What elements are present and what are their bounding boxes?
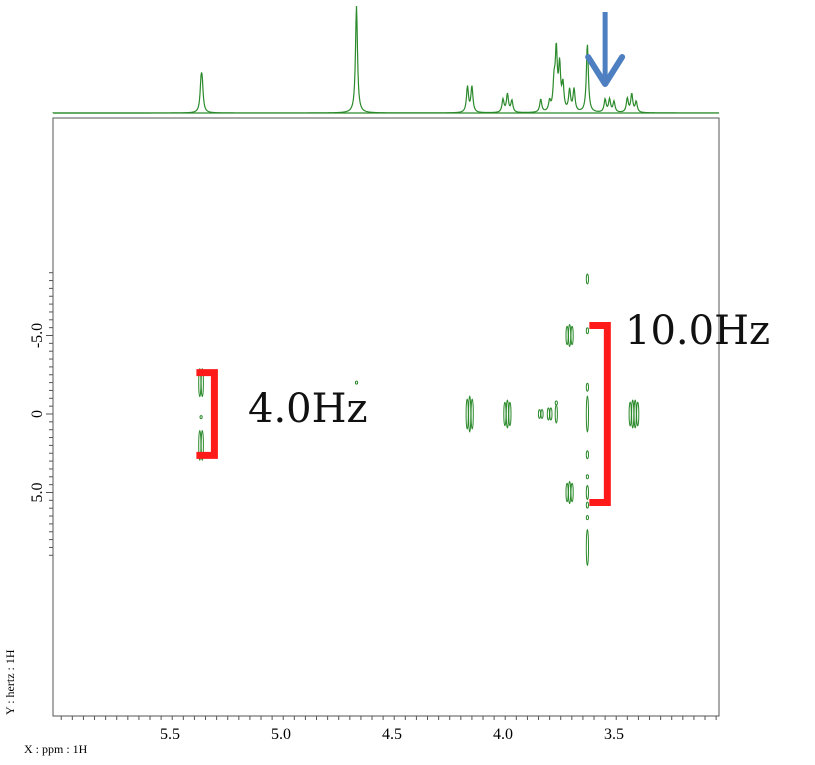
- contour-peak: [585, 395, 590, 433]
- contour-peak: [465, 395, 474, 433]
- y-tick-label: 5.0: [29, 483, 46, 503]
- x-tick-label: 4.0: [493, 726, 513, 743]
- contour-peak: [199, 415, 203, 420]
- arrow-head: [585, 54, 626, 87]
- x-axis-label: X : ppm : 1H: [24, 742, 88, 756]
- contour-peak: [503, 399, 512, 429]
- contour-peak: [585, 382, 590, 392]
- contour-peak: [554, 404, 558, 424]
- x-tick-label: 3.5: [604, 726, 624, 743]
- x-tick-label: 5.5: [160, 726, 180, 743]
- x-tick-label: 5.0: [271, 726, 291, 743]
- contour-peak: [585, 501, 590, 509]
- contour-peak: [565, 481, 574, 504]
- x-axis: 5.5 5.0 4.5 4.0 3.5: [60, 716, 717, 743]
- contour-peak: [565, 324, 574, 347]
- coupling-label-10hz: 10.0Hz: [625, 308, 771, 354]
- contour-peak: [585, 529, 590, 566]
- contour-peak: [585, 450, 590, 460]
- projection-1d: [52, 5, 720, 114]
- contour-peak: [198, 430, 204, 461]
- x-tick-label: 4.5: [382, 726, 402, 743]
- coupling-label-4hz: 4.0Hz: [248, 386, 368, 432]
- coupling-bracket: [196, 369, 218, 459]
- coupling-brackets: [196, 322, 611, 506]
- contour-peak: [585, 485, 590, 500]
- y-tick-label: 0: [29, 410, 46, 418]
- contour-peak: [554, 400, 558, 406]
- contour-peak: [537, 409, 544, 419]
- plot-frame: [52, 117, 720, 717]
- contour-peak: [354, 380, 359, 385]
- y-tick-label: -5.0: [29, 323, 46, 348]
- contour-peak: [585, 515, 590, 521]
- contour-peak: [585, 474, 590, 480]
- contour-peak: [628, 399, 640, 429]
- y-axis-label: Y : hertz : 1H: [3, 649, 17, 715]
- down-arrow-icon: [585, 12, 626, 87]
- contour-layer: [198, 273, 640, 566]
- contour-peak: [585, 327, 590, 335]
- contour-peak: [198, 368, 204, 398]
- contour-peak: [585, 273, 590, 285]
- y-axis: -5.0 0 5.0: [29, 272, 53, 556]
- coupling-bracket: [589, 322, 611, 506]
- contour-peak: [546, 407, 553, 421]
